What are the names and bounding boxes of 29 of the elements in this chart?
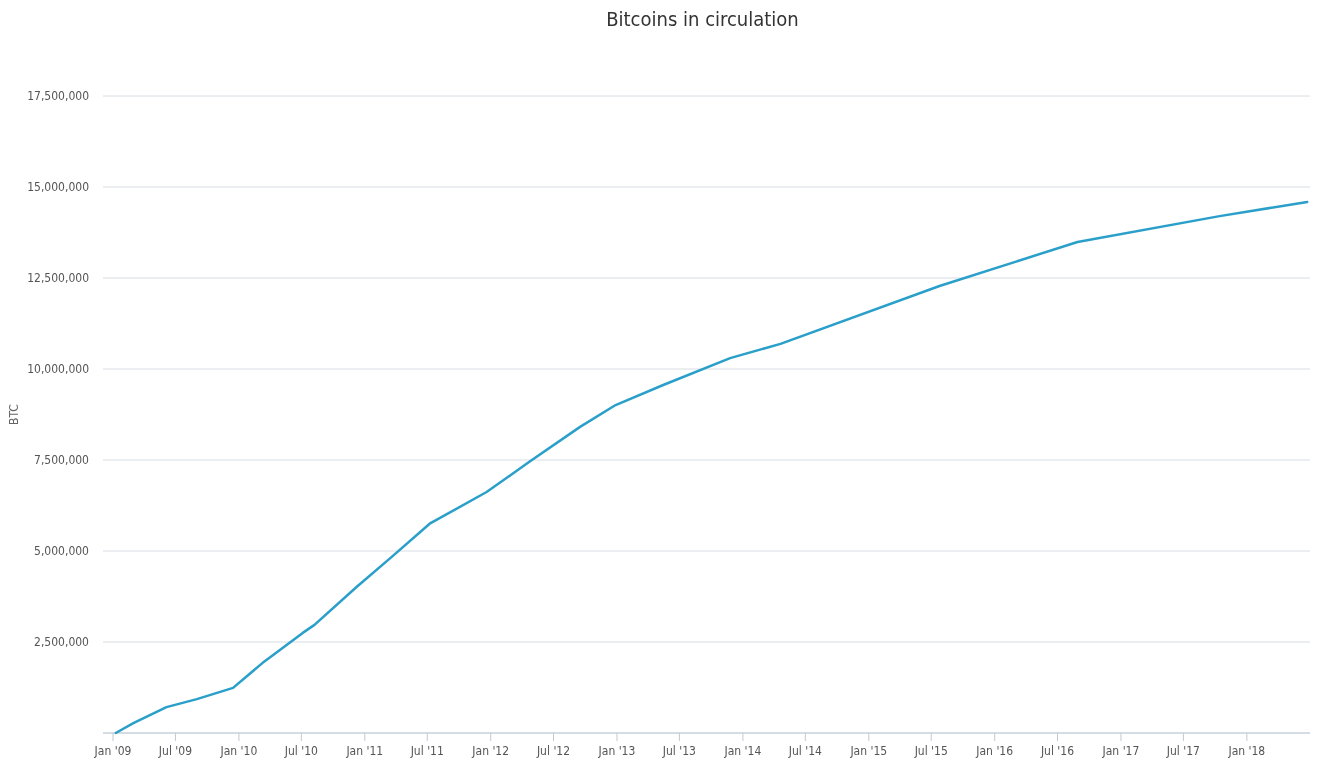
x-tick-label: Jan '15: [849, 744, 888, 758]
y-tick-label: 15,000,000: [27, 180, 90, 195]
y-tick-label: 5,000,000: [34, 544, 90, 559]
x-tick-label: Jan '14: [723, 744, 762, 758]
y-axis-title: BTC: [7, 404, 21, 425]
line-series: [114, 200, 1309, 735]
x-tick-label: Jan '09: [93, 744, 132, 758]
x-tick-label: Jul '10: [283, 744, 319, 758]
x-tick-label: Jul '16: [1039, 744, 1075, 758]
x-tick-label: Jul '14: [787, 744, 823, 758]
x-tick-label: Jul '13: [661, 744, 696, 758]
y-tick-label: 7,500,000: [34, 453, 90, 468]
y-tick-label: 12,500,000: [27, 271, 90, 286]
x-tick-label: Jul '12: [535, 744, 571, 758]
x-tick-label: Jan '13: [597, 744, 636, 758]
x-tick-label: Jul '09: [157, 744, 193, 758]
y-tick-label: 2,500,000: [34, 635, 90, 650]
x-tick-label: Jan '17: [1101, 744, 1140, 758]
x-tick-label: Jul '17: [1165, 744, 1200, 758]
y-tick-label: 10,000,000: [27, 362, 90, 377]
x-tick-label: Jan '10: [219, 744, 258, 758]
x-tick-label: Jan '16: [975, 744, 1014, 758]
x-tick-label: Jan '12: [471, 744, 510, 758]
x-tick-label: Jan '18: [1227, 744, 1266, 758]
chart-title: Bitcoins in circulation: [606, 7, 799, 31]
x-tick-label: Jul '15: [913, 744, 948, 758]
y-tick-label: 17,500,000: [27, 89, 90, 104]
x-tick-label: Jul '11: [409, 744, 444, 758]
x-tick-label: Jan '11: [345, 744, 384, 758]
